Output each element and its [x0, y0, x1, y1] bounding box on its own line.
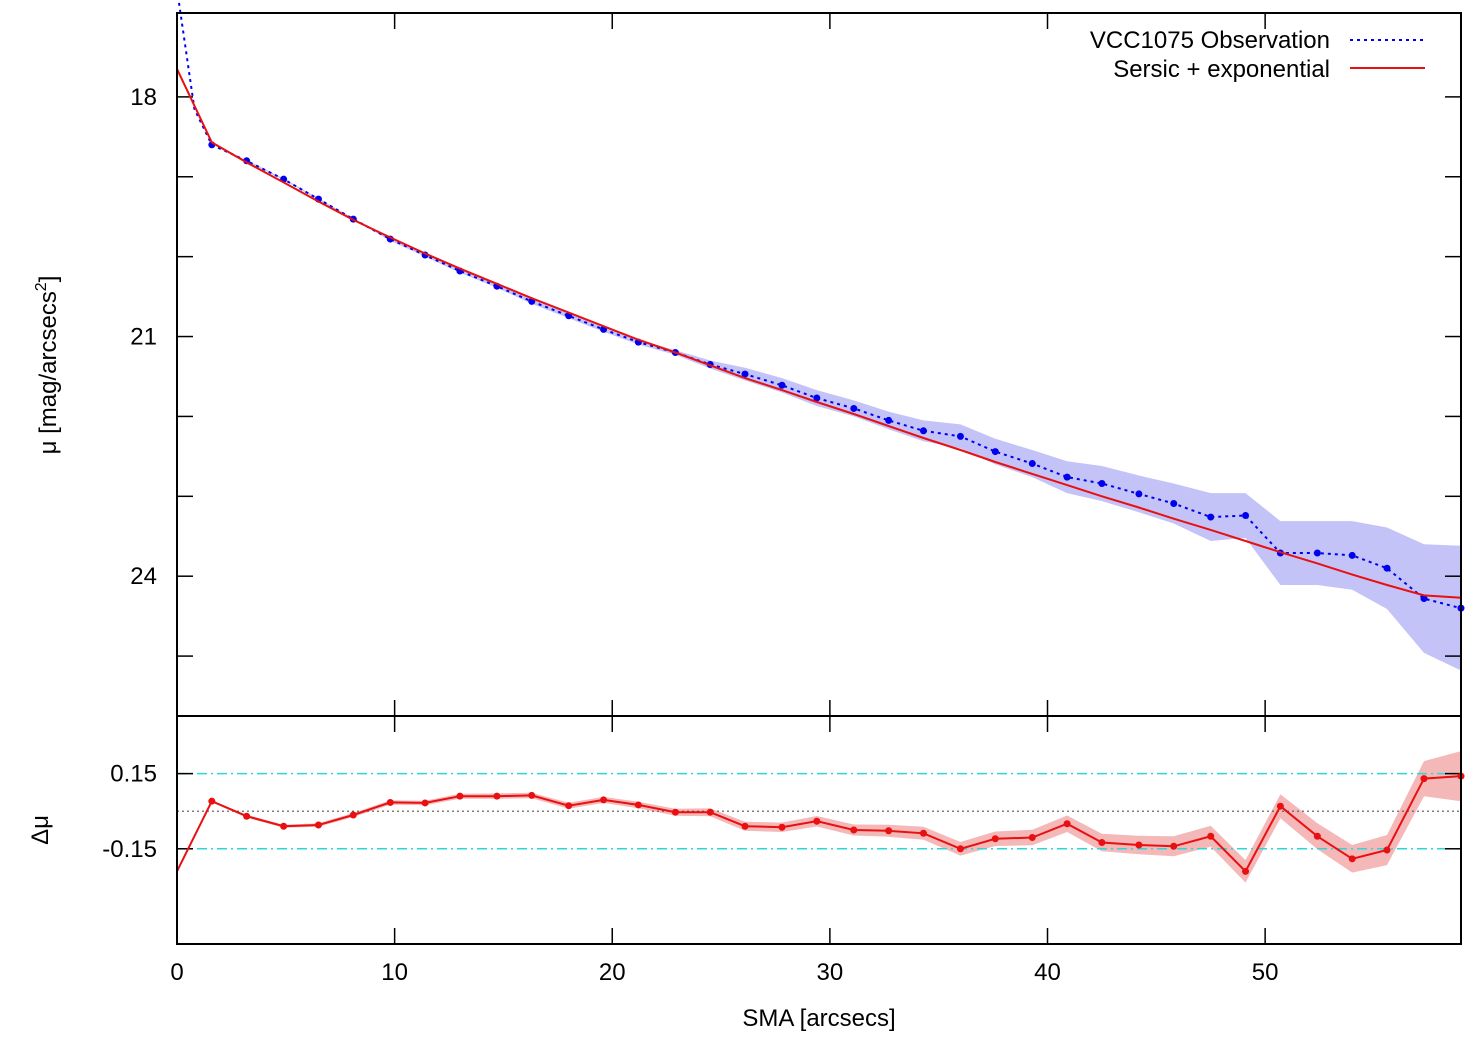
residual-point [280, 822, 288, 830]
bottom-plot-frame [176, 715, 1462, 945]
residual-point [1135, 841, 1143, 849]
x-tick-label: 40 [1034, 959, 1061, 986]
bottom-panel: 0.15 -0.15 0 10 20 30 40 50 Δμ SMA [arcsecs] [27, 715, 1465, 1032]
x-tick-label: 30 [817, 959, 844, 986]
x-tick-label: 50 [1252, 959, 1279, 986]
x-tick-label: 20 [599, 959, 626, 986]
residual-point [1170, 842, 1178, 850]
residual-point [706, 808, 714, 816]
observation-point [850, 404, 858, 412]
residual-point [1383, 846, 1391, 854]
bottom-y-tick-label: 0.15 [110, 761, 157, 788]
residual-point [1207, 832, 1215, 840]
top-y-ticks: 18 21 24 [130, 84, 1461, 657]
residual-point [421, 799, 429, 807]
observation-point [1028, 460, 1036, 468]
residual-point [885, 827, 893, 835]
observation-point [1098, 480, 1106, 488]
observation-point [813, 394, 821, 402]
residual-point [528, 791, 536, 799]
residual-point [600, 796, 608, 804]
observation-error-band [178, 0, 1461, 671]
residual-point [493, 792, 501, 800]
observation-point [778, 381, 786, 389]
residual-point [1420, 775, 1428, 783]
top-y-axis-label: μ [mag/arcsecs2] [33, 276, 62, 455]
observation-point [1348, 551, 1356, 559]
residual-point [386, 798, 394, 806]
bottom-y-tick-label: -0.15 [102, 836, 157, 863]
x-axis-label: SMA [arcsecs] [742, 1005, 895, 1032]
observation-point [1383, 564, 1391, 572]
top-y-axis-label-superscript: 2 [33, 282, 50, 291]
observation-point [1135, 490, 1143, 498]
observation-point [1207, 513, 1215, 521]
residual-point [741, 822, 749, 830]
residual-point [565, 802, 573, 810]
observation-band-area [178, 0, 1461, 671]
residual-band-area [177, 751, 1461, 883]
residual-point [634, 801, 642, 809]
residual-point [208, 797, 216, 805]
observation-point [1063, 473, 1071, 481]
top-x-ticks [393, 13, 1266, 716]
top-y-axis-label-base: μ [mag/arcsecs [35, 291, 62, 454]
legend-entry-observation: VCC1075 Observation [1090, 27, 1330, 54]
residual-point [850, 826, 858, 834]
residual-point [456, 792, 464, 800]
top-y-axis-label-close: ] [35, 276, 62, 283]
residual-point [919, 829, 927, 837]
residual-point [813, 817, 821, 825]
observation-series [177, 0, 1465, 612]
residual-point [991, 835, 999, 843]
observation-point [1170, 500, 1178, 508]
top-y-tick-label: 18 [130, 84, 157, 111]
observation-point [1313, 549, 1321, 557]
legend-entry-model: Sersic + exponential [1113, 56, 1330, 83]
residual-point [1276, 802, 1284, 810]
observation-point [919, 427, 927, 435]
observation-point [1242, 511, 1250, 519]
residual-point [1313, 832, 1321, 840]
residual-point [314, 821, 322, 829]
observation-point [956, 432, 964, 440]
x-tick-label: 0 [170, 959, 183, 986]
residual-error-band [177, 751, 1461, 883]
observation-point [885, 416, 893, 424]
residual-point [956, 845, 964, 853]
observation-point [991, 448, 999, 456]
bottom-y-axis-label: Δμ [27, 815, 54, 845]
legend: VCC1075 Observation Sersic + exponential [1090, 27, 1425, 83]
x-tick-label: 10 [381, 959, 408, 986]
residual-point [1242, 867, 1250, 875]
top-y-tick-label: 24 [130, 563, 157, 590]
residual-point [349, 811, 357, 819]
model-line [176, 68, 1462, 599]
bottom-x-ticks: 0 10 20 30 40 50 [170, 716, 1278, 986]
residual-point [1348, 855, 1356, 863]
observation-line [177, 0, 1462, 610]
observation-point [1420, 595, 1428, 603]
observation-point [741, 370, 749, 378]
residual-series [176, 772, 1465, 875]
model-series [176, 68, 1462, 599]
residual-point [1098, 839, 1106, 847]
top-y-tick-label: 21 [130, 324, 157, 351]
residual-point [1063, 820, 1071, 828]
residual-point [1028, 834, 1036, 842]
residual-point [243, 812, 251, 820]
bottom-y-ticks: 0.15 -0.15 [102, 761, 1461, 863]
residual-point [671, 808, 679, 816]
residual-point [778, 823, 786, 831]
